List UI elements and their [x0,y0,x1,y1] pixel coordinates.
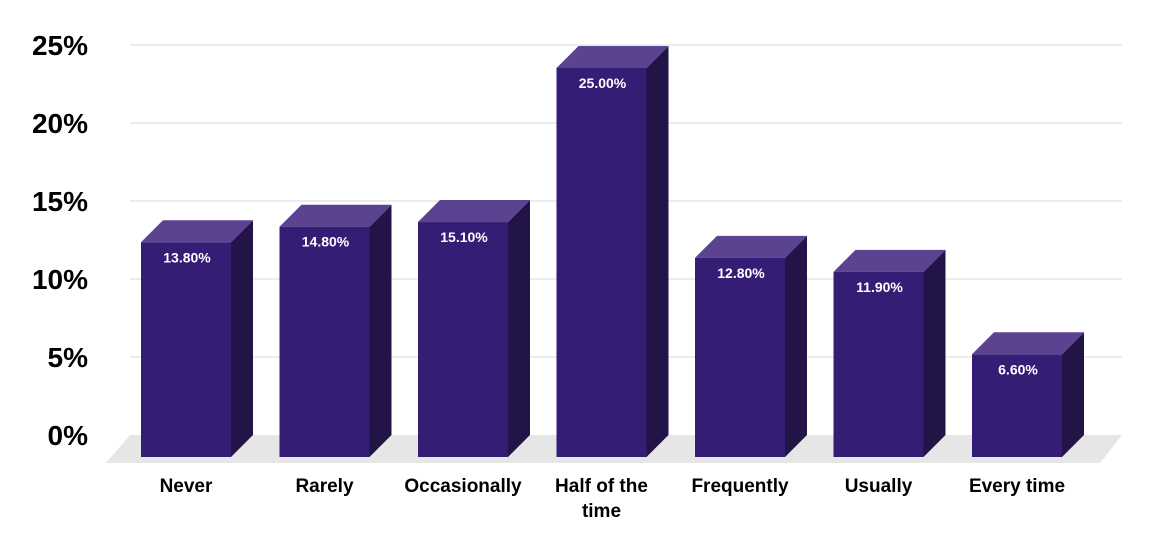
bar-top [418,200,530,223]
y-tick-label: 15% [32,186,88,217]
bar-3: 25.00% [556,46,669,457]
bar-front [141,242,231,457]
bar-top [556,46,669,68]
x-tick-label: Half of the time [555,476,648,522]
bar-front [279,226,370,457]
data-label: 6.60% [998,361,1038,377]
x-tick-label: Rarely [295,476,354,497]
bar-top [279,204,392,227]
y-tick-label: 10% [32,264,88,295]
bar-2: 15.10% [418,200,530,457]
bar-top [833,249,946,272]
bar-top [695,235,807,258]
bars: 13.80% 14.80% 15.10% 25.00% 12.80% 11.90% 6.60… [141,46,1084,457]
bar-5: 11.90% [833,249,946,457]
y-tick-label: 5% [48,342,89,373]
data-label: 13.80% [163,249,211,265]
bar-side [369,204,392,457]
data-label: 14.80% [302,234,350,250]
bar-6: 6.60% [972,332,1084,457]
bar-0: 13.80% [141,220,253,457]
y-tick-label: 25% [32,30,88,61]
bar-front [695,257,785,457]
bar-1: 14.80% [279,204,392,457]
bar-top [141,220,253,243]
x-tick-label: Never [160,476,213,497]
bar-top [972,332,1084,355]
bar-front [418,222,508,457]
bar-side [785,235,807,457]
data-label: 12.80% [717,265,765,281]
data-label: 25.00% [579,75,627,91]
bar-front [556,68,647,457]
bar-side [646,46,669,457]
x-tick-label: Frequently [691,476,789,497]
bar-side [508,200,530,457]
x-tick-label: Every time [969,476,1065,497]
y-tick-label: 0% [48,420,89,451]
bar-4: 12.80% [695,235,807,457]
data-label: 15.10% [440,229,488,245]
bar-side [923,249,946,457]
x-tick-label: Occasionally [404,476,522,497]
y-tick-label: 20% [32,108,88,139]
x-tick-label: Usually [845,476,913,497]
bar-side [231,220,253,457]
bar-side [1062,332,1084,457]
data-label: 11.90% [856,279,903,295]
x-axis-tick-labels: Never Rarely Occasionally Half of the time Fr… [160,476,1065,522]
bar-front [972,354,1062,457]
y-axis-tick-labels: 0% 5% 10% 15% 20% 25% [32,30,88,451]
bar-front [833,271,924,457]
